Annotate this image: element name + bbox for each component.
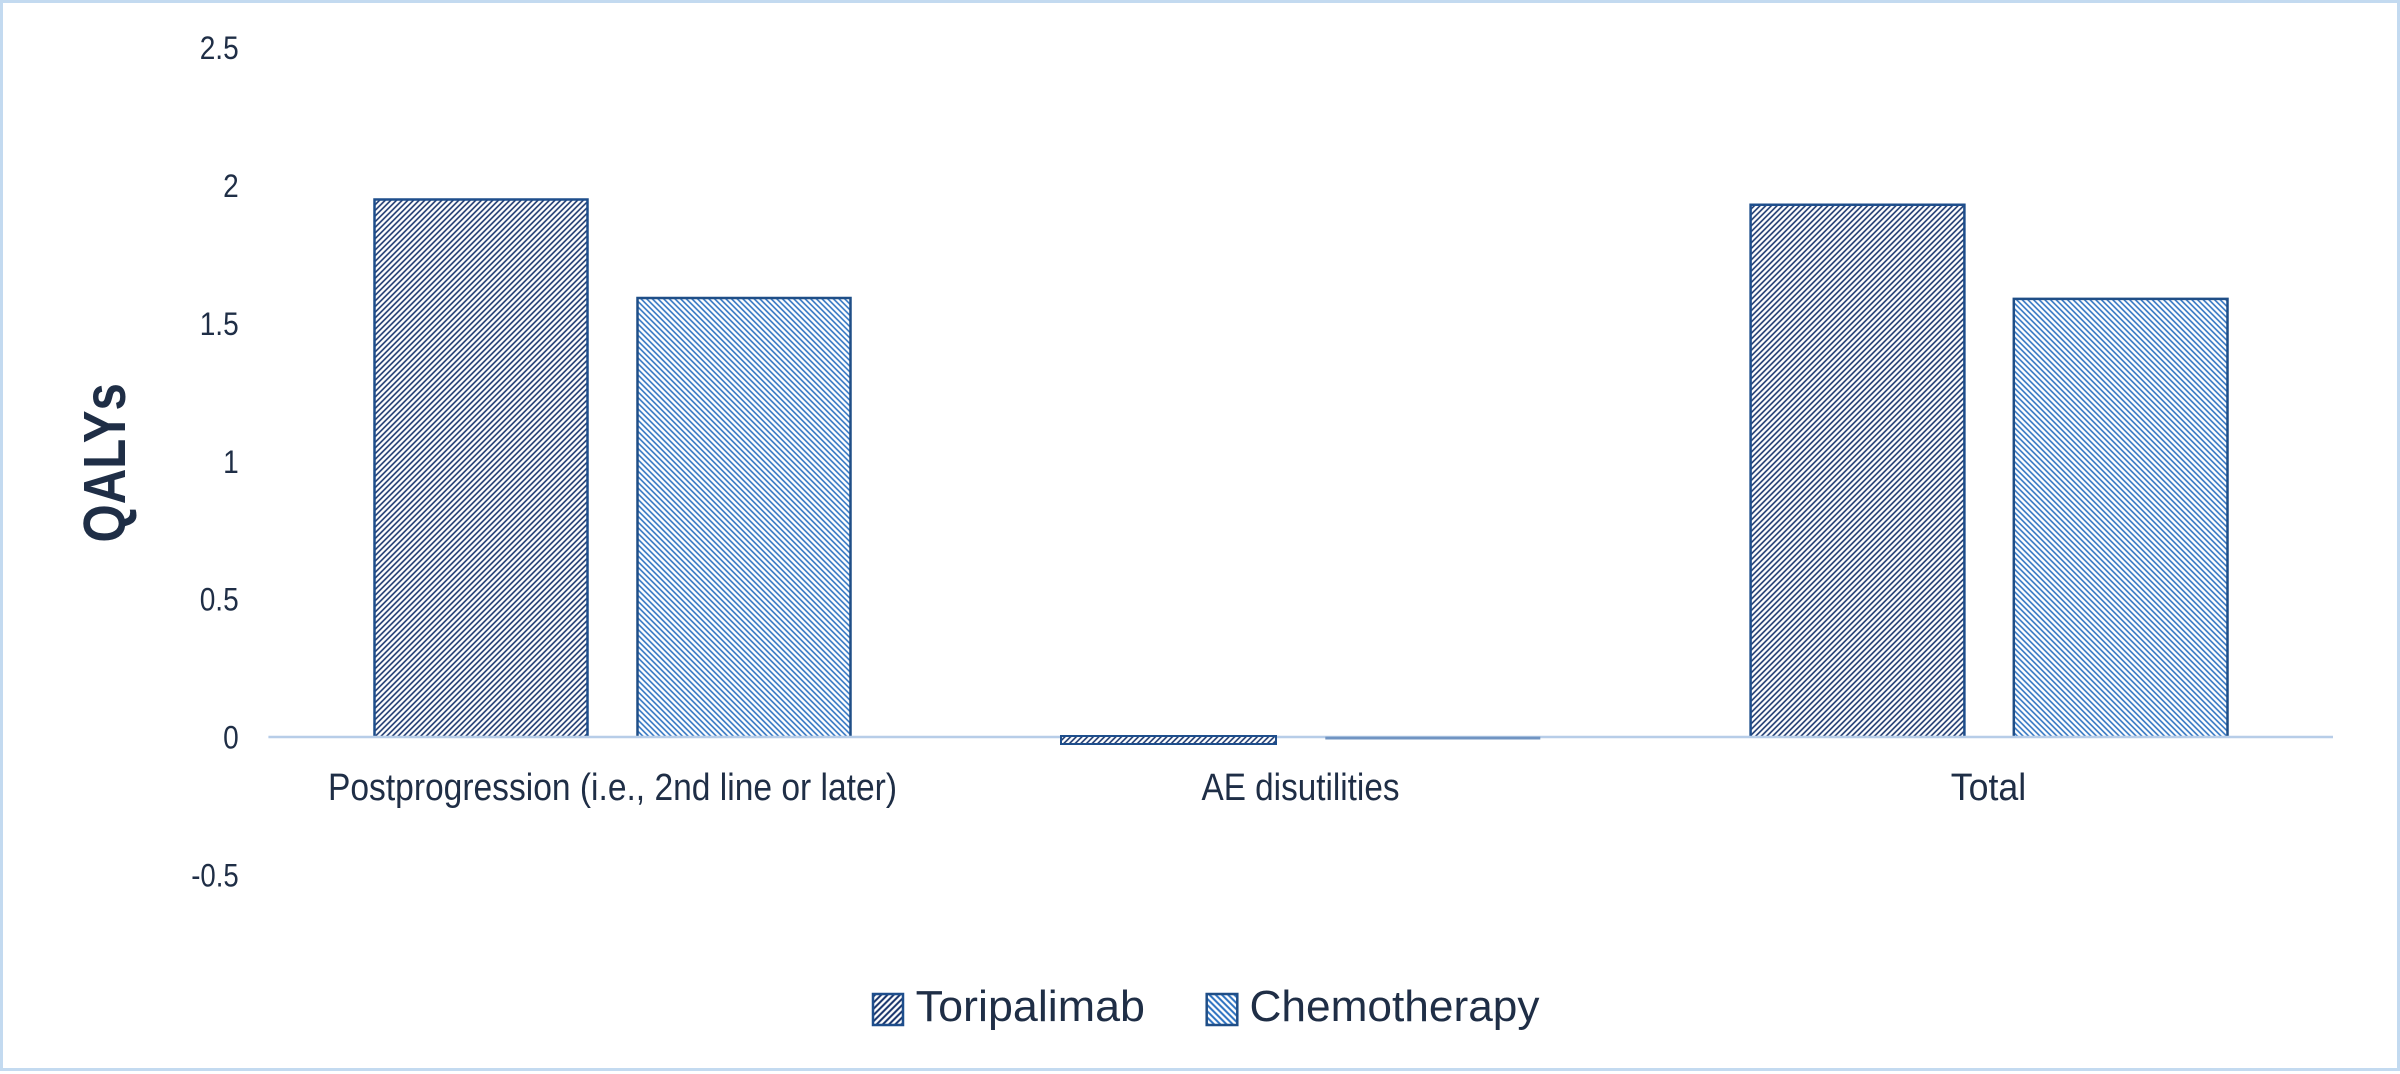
svg-text:0: 0 xyxy=(223,720,239,756)
svg-text:Toripalimab: Toripalimab xyxy=(916,982,1145,1031)
svg-text:0.5: 0.5 xyxy=(200,582,239,618)
svg-text:2.5: 2.5 xyxy=(200,30,239,66)
svg-text:Total: Total xyxy=(1951,767,2027,809)
svg-text:Postprogression (i.e., 2nd lin: Postprogression (i.e., 2nd line or later… xyxy=(328,767,897,809)
svg-text:AE disutilities: AE disutilities xyxy=(1202,767,1400,809)
svg-text:2: 2 xyxy=(223,168,239,204)
svg-text:QALYs: QALYs xyxy=(72,383,138,542)
svg-text:1: 1 xyxy=(223,444,239,480)
svg-text:1.5: 1.5 xyxy=(200,306,239,342)
svg-text:-0.5: -0.5 xyxy=(191,857,239,893)
svg-text:Chemotherapy: Chemotherapy xyxy=(1250,982,1540,1031)
